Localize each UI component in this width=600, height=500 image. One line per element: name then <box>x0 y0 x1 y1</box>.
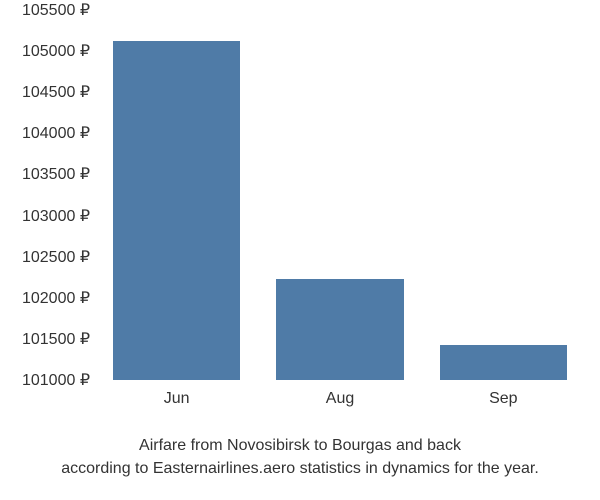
plot-area <box>95 10 585 380</box>
y-tick-label: 102000 ₽ <box>22 288 90 308</box>
bar-sep <box>440 345 567 380</box>
y-tick-label: 101000 ₽ <box>22 370 90 390</box>
x-tick-label: Jun <box>164 390 190 408</box>
y-tick-label: 104500 ₽ <box>22 82 90 102</box>
y-tick-label: 103500 ₽ <box>22 164 90 184</box>
y-tick-label: 105000 ₽ <box>22 41 90 61</box>
bar-aug <box>276 279 403 380</box>
y-tick-label: 101500 ₽ <box>22 329 90 349</box>
caption-line-1: Airfare from Novosibirsk to Bourgas and … <box>139 437 461 454</box>
y-tick-label: 103000 ₽ <box>22 206 90 226</box>
x-tick-label: Aug <box>326 390 354 408</box>
x-tick-label: Sep <box>489 390 517 408</box>
chart-caption: Airfare from Novosibirsk to Bourgas and … <box>0 435 600 480</box>
caption-line-2: according to Easternairlines.aero statis… <box>61 460 539 477</box>
y-tick-label: 104000 ₽ <box>22 123 90 143</box>
y-tick-label: 105500 ₽ <box>22 0 90 20</box>
bar-jun <box>113 41 240 380</box>
y-tick-label: 102500 ₽ <box>22 247 90 267</box>
chart-container: 105500 ₽ 105000 ₽ 104500 ₽ 104000 ₽ 103500 ₽… <box>0 0 600 500</box>
